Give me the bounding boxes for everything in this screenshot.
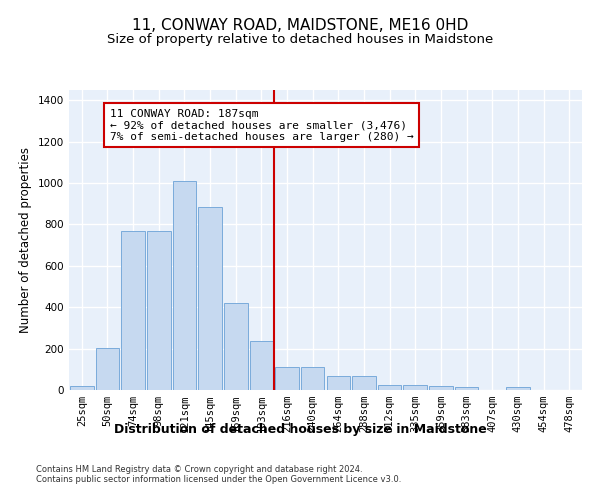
Bar <box>455 387 478 390</box>
Bar <box>121 230 145 390</box>
Bar <box>429 386 453 390</box>
Bar <box>352 376 376 390</box>
Bar <box>70 386 94 390</box>
Bar <box>275 367 299 390</box>
Bar <box>506 387 530 390</box>
Text: 11 CONWAY ROAD: 187sqm
← 92% of detached houses are smaller (3,476)
7% of semi-d: 11 CONWAY ROAD: 187sqm ← 92% of detached… <box>110 108 414 142</box>
Text: 11, CONWAY ROAD, MAIDSTONE, ME16 0HD: 11, CONWAY ROAD, MAIDSTONE, ME16 0HD <box>132 18 468 32</box>
Bar <box>147 230 170 390</box>
Bar <box>173 181 196 390</box>
Text: Size of property relative to detached houses in Maidstone: Size of property relative to detached ho… <box>107 32 493 46</box>
Bar <box>403 385 427 390</box>
Bar <box>198 207 222 390</box>
Bar <box>378 385 401 390</box>
Y-axis label: Number of detached properties: Number of detached properties <box>19 147 32 333</box>
Bar <box>301 367 325 390</box>
Text: Contains HM Land Registry data © Crown copyright and database right 2024.: Contains HM Land Registry data © Crown c… <box>36 466 362 474</box>
Bar <box>95 348 119 390</box>
Bar <box>250 342 273 390</box>
Text: Contains public sector information licensed under the Open Government Licence v3: Contains public sector information licen… <box>36 476 401 484</box>
Bar <box>224 303 248 390</box>
Bar <box>326 376 350 390</box>
Text: Distribution of detached houses by size in Maidstone: Distribution of detached houses by size … <box>113 422 487 436</box>
